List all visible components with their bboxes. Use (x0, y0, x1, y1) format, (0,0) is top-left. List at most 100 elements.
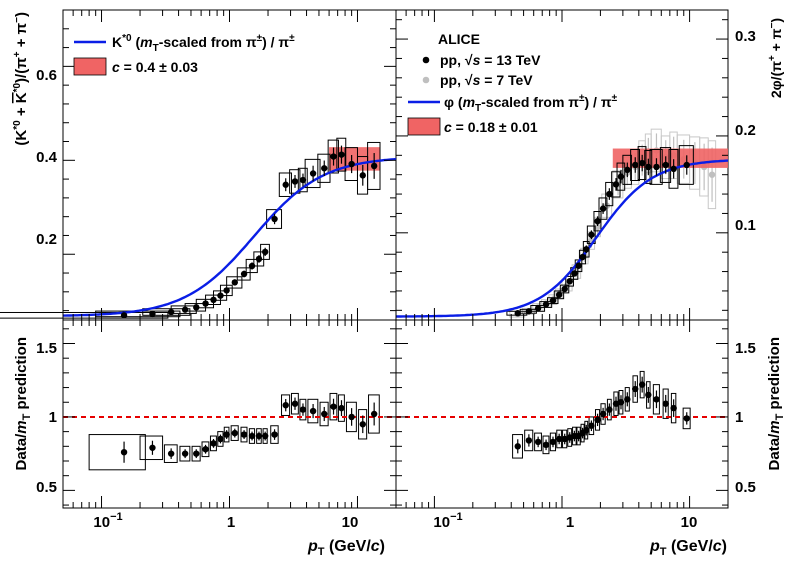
data-point (149, 444, 156, 451)
legend-marker-7tev (422, 76, 430, 84)
data-point (291, 178, 299, 185)
systematic-box (191, 445, 201, 462)
data-point (583, 426, 590, 434)
data-point (240, 270, 248, 278)
data-point (202, 446, 209, 453)
data-point (299, 176, 307, 184)
legend-model-label: K*0 (mT-scaled from π±) / π± (112, 33, 295, 54)
y-tick-label: 0.2 (36, 231, 57, 248)
systematic-box (553, 290, 565, 300)
y-tick-label: 0.5 (36, 479, 57, 496)
data-point (653, 396, 660, 403)
data-point (571, 270, 578, 277)
legend-band-swatch (407, 117, 441, 136)
systematic-box (637, 146, 647, 181)
x-tick-label: 1 (227, 514, 235, 531)
systematic-box (512, 434, 523, 459)
systematic-box (327, 139, 339, 174)
systematic-box (307, 398, 319, 424)
data-point (261, 432, 269, 440)
systematic-box (266, 209, 283, 229)
data-point (348, 413, 355, 421)
data-point (309, 170, 317, 177)
systematic-box (317, 153, 331, 183)
phi-ratio-y-tick-labels: 0.1 0.2 0.3 (735, 28, 756, 234)
data-point (514, 443, 521, 450)
data-point (231, 279, 238, 286)
data-point (534, 305, 542, 312)
data-point (617, 399, 625, 406)
data-point (210, 440, 217, 447)
systematic-box (179, 445, 191, 462)
data-point (193, 304, 200, 311)
data-point (181, 306, 189, 313)
data-point (612, 400, 620, 407)
systematic-box (163, 444, 178, 463)
x-tick-labels-left: 10−1 1 10 (93, 511, 358, 531)
legend-band-swatch (73, 57, 107, 76)
data-point (248, 262, 256, 270)
kstar-ratio-y-tick-labels: 0.2 0.4 0.6 (36, 67, 58, 248)
data-point (555, 435, 563, 443)
systematic-box (226, 276, 243, 289)
data-point (542, 441, 550, 449)
y-tick-label: 1 (735, 409, 743, 426)
data-point (181, 450, 189, 457)
phi-legend: ALICE pp, √s = 13 TeV pp, √s = 7 TeV φ (… (407, 31, 618, 136)
data-point (632, 385, 639, 393)
systematic-box (548, 294, 558, 305)
data-point (579, 253, 586, 261)
panel-bottom-right-frame (395, 319, 729, 509)
data-point (271, 431, 278, 438)
systematic-box (707, 140, 717, 210)
systematic-box (368, 394, 380, 434)
data-point (223, 431, 230, 438)
y-tick-label: 1.5 (735, 340, 756, 357)
data-point (632, 161, 639, 169)
data-point (525, 437, 533, 444)
systematic-box (281, 394, 291, 416)
data-point (588, 231, 595, 238)
systematic-box (524, 429, 534, 452)
legend-title: ALICE (438, 31, 480, 47)
data-point (583, 246, 590, 253)
systematic-box (565, 275, 574, 287)
data-point (599, 410, 607, 418)
y-tick-label: 0.5 (735, 479, 756, 496)
data-point (606, 190, 613, 198)
data-point (566, 278, 573, 285)
data-point (561, 435, 568, 443)
systematic-box (278, 172, 292, 197)
y-tick-label: 1 (49, 409, 57, 426)
x-tick-label: 10−1 (93, 511, 122, 531)
systematic-box (260, 243, 270, 260)
data-point (370, 410, 378, 418)
data-point (255, 255, 263, 263)
data-point (338, 404, 345, 412)
systematic-box (236, 267, 251, 281)
y-tick-label: 0.4 (36, 149, 58, 166)
kstar-ratio-plot (0, 137, 397, 319)
data-point (282, 181, 289, 188)
systematic-box (367, 141, 381, 190)
data-point (282, 401, 289, 409)
axis-ticks (62, 9, 729, 508)
systematic-box (559, 284, 570, 294)
data-point (624, 166, 631, 174)
systematic-box (605, 181, 614, 207)
y-tick-label: 1.5 (36, 340, 57, 357)
data-point (330, 153, 337, 160)
systematic-box (142, 308, 191, 316)
systematic-box (319, 401, 329, 427)
data-point (271, 215, 278, 223)
y-tick-label: 0.6 (36, 67, 57, 84)
data-point (167, 450, 175, 457)
data-point (624, 396, 631, 403)
data-point (330, 403, 337, 410)
systematic-box (139, 435, 164, 461)
data-point (525, 308, 533, 315)
data-point (120, 312, 128, 319)
data-point (255, 432, 263, 440)
systematic-box (358, 409, 368, 440)
